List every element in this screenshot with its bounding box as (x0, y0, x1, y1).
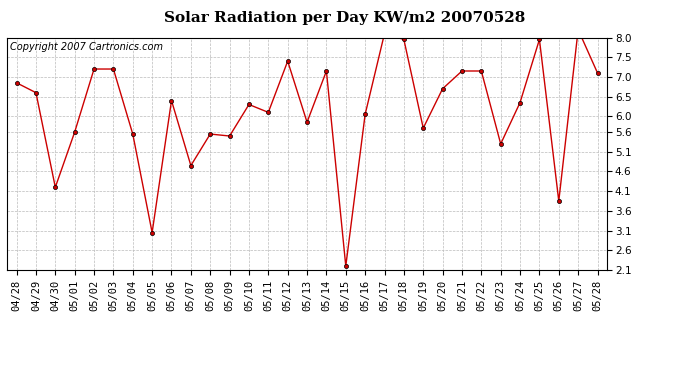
Text: Solar Radiation per Day KW/m2 20070528: Solar Radiation per Day KW/m2 20070528 (164, 11, 526, 25)
Text: Copyright 2007 Cartronics.com: Copyright 2007 Cartronics.com (10, 42, 163, 52)
